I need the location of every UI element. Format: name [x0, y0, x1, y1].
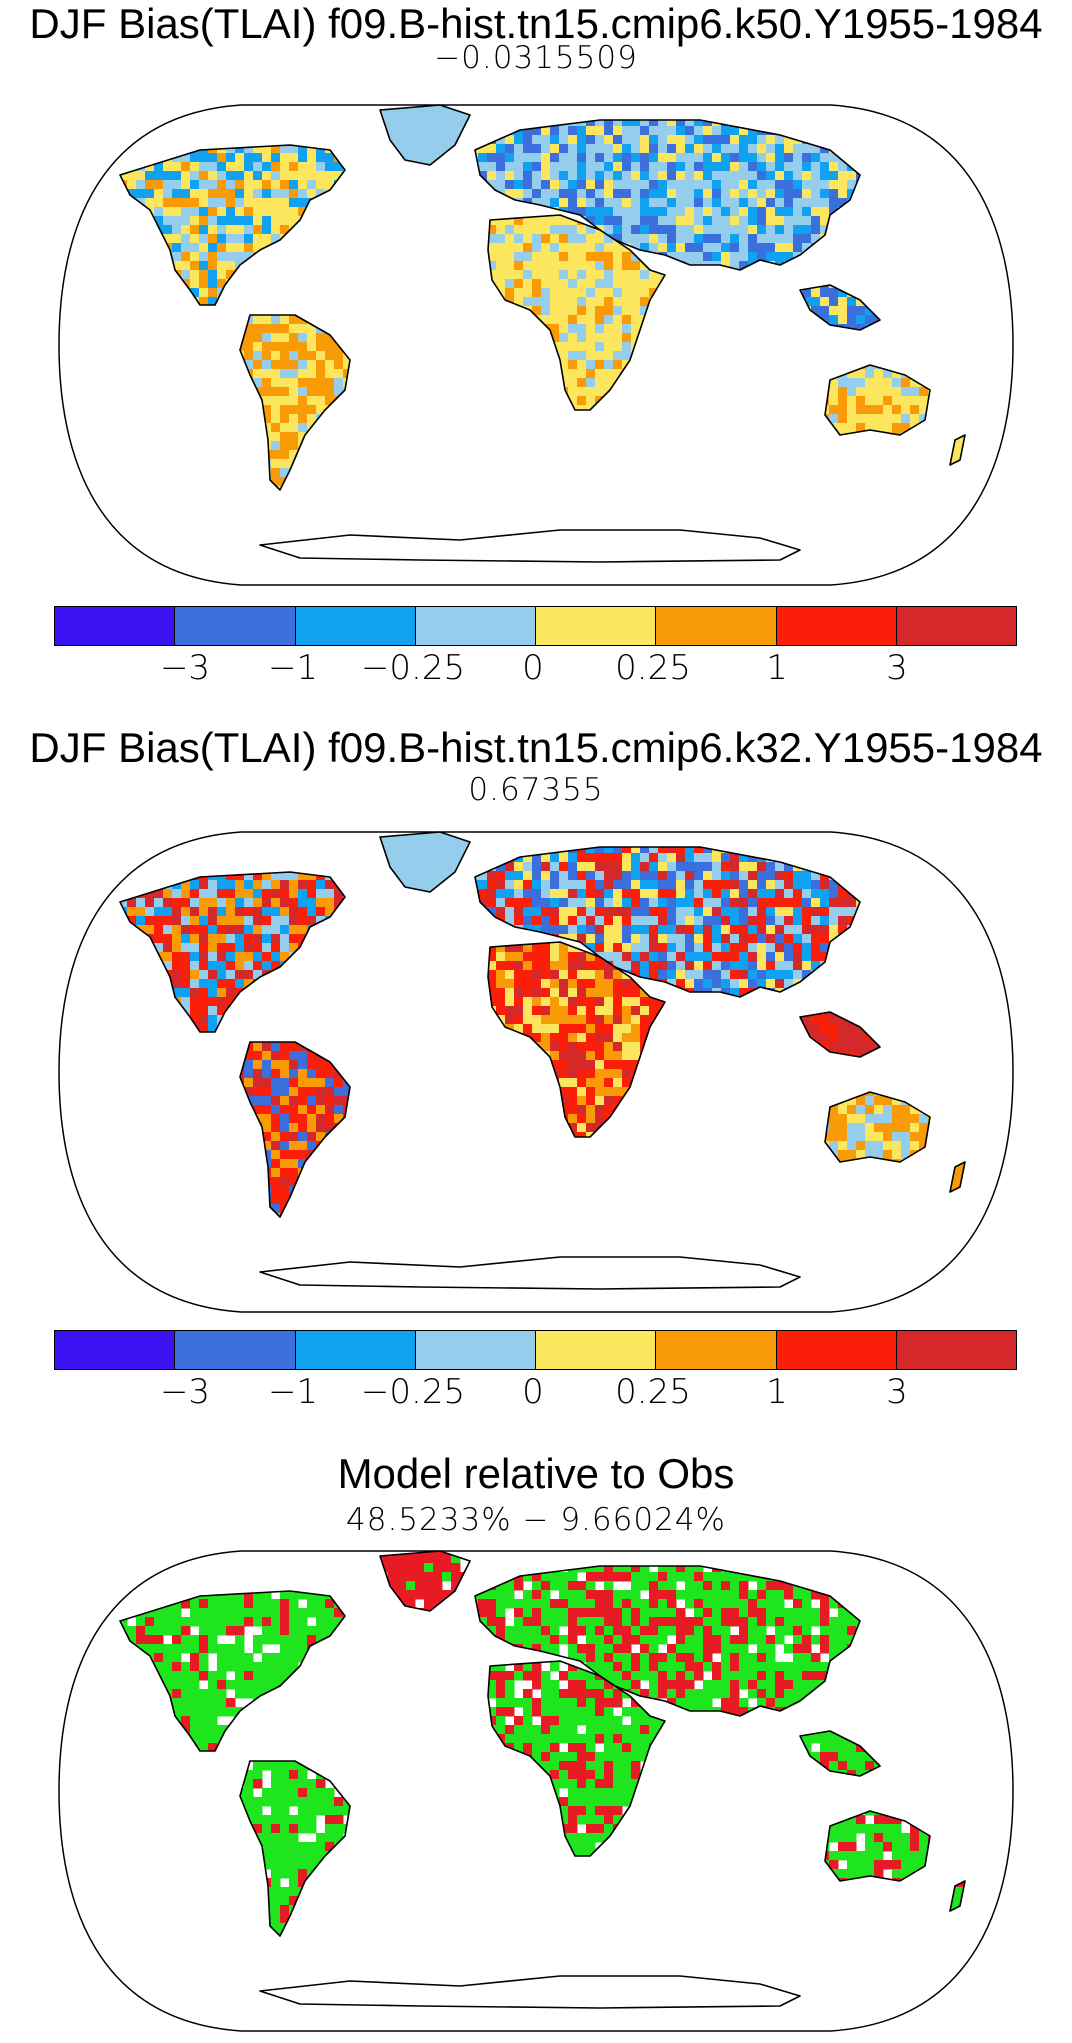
world-map-relative [0, 1543, 1072, 2043]
panel1-map [0, 90, 1072, 600]
colorbar-swatch [296, 607, 416, 645]
colorbar-tick-label: −1 [268, 648, 318, 688]
colorbar-1 [54, 606, 1017, 646]
panel2-title: DJF Bias(TLAI) f09.B-hist.tn15.cmip6.k32… [0, 724, 1072, 772]
world-map-k50 [0, 90, 1072, 600]
colorbar-tick-label: −1 [268, 1372, 318, 1412]
colorbar-2-labels: −3 −1 −0.25 0 0.25 1 3 [0, 1372, 1072, 1412]
colorbar-tick-label: 3 [886, 1372, 908, 1412]
panel2-map [0, 817, 1072, 1327]
colorbar-tick-label: −3 [160, 648, 210, 688]
colorbar-swatch [777, 1331, 897, 1369]
colorbar-swatch [897, 607, 1016, 645]
colorbar-tick-label: −3 [160, 1372, 210, 1412]
world-map-k32 [0, 817, 1072, 1327]
colorbar-tick-label: 3 [886, 648, 908, 688]
panel3-title: Model relative to Obs [0, 1450, 1072, 1498]
colorbar-2 [54, 1330, 1017, 1370]
panel2-subtitle: 0.67355 [0, 772, 1072, 808]
colorbar-swatch [656, 607, 776, 645]
colorbar-tick-label: 0.25 [615, 648, 691, 688]
colorbar-swatch [777, 607, 897, 645]
colorbar-tick-label: 0.25 [615, 1372, 691, 1412]
colorbar-swatch [296, 1331, 416, 1369]
colorbar-swatch [416, 607, 536, 645]
colorbar-swatch [175, 1331, 295, 1369]
colorbar-tick-label: 0 [522, 1372, 544, 1412]
colorbar-swatch [175, 607, 295, 645]
colorbar-tick-label: −0.25 [361, 1372, 465, 1412]
colorbar-tick-label: −0.25 [361, 648, 465, 688]
colorbar-swatch [536, 1331, 656, 1369]
colorbar-swatch [897, 1331, 1016, 1369]
colorbar-1-labels: −3 −1 −0.25 0 0.25 1 3 [0, 648, 1072, 688]
colorbar-swatch [536, 607, 656, 645]
colorbar-tick-label: 1 [766, 1372, 788, 1412]
panel1-subtitle: −0.0315509 [0, 40, 1072, 76]
panel3-map [0, 1543, 1072, 2043]
colorbar-tick-label: 0 [522, 648, 544, 688]
panel3-subtitle: 48.5233% − 9.66024% [0, 1502, 1072, 1538]
colorbar-swatch [656, 1331, 776, 1369]
colorbar-tick-label: 1 [766, 648, 788, 688]
colorbar-swatch [55, 607, 175, 645]
colorbar-swatch [55, 1331, 175, 1369]
colorbar-swatch [416, 1331, 536, 1369]
